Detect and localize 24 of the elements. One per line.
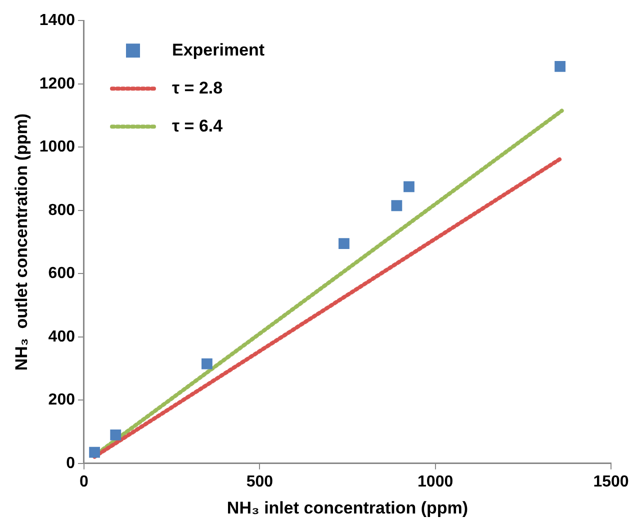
y-tick-label: 1200 xyxy=(39,75,76,92)
legend-label: τ = 2.8 xyxy=(172,78,223,98)
point xyxy=(391,200,402,212)
x-tick-label: 0 xyxy=(80,473,89,490)
x-axis-title: NH₃ inlet concentration (ppm) xyxy=(226,498,468,518)
point xyxy=(554,61,566,72)
y-tick-label: 1400 xyxy=(39,12,76,30)
x-tick-label: 1000 xyxy=(418,473,454,490)
y-tick-label: 800 xyxy=(48,202,76,219)
point xyxy=(89,446,100,458)
point xyxy=(404,181,414,192)
legend-label: Experiment xyxy=(172,40,265,60)
legend-label: τ = 6.4 xyxy=(172,116,224,136)
point xyxy=(338,238,350,250)
x-tick-label: 1500 xyxy=(593,473,629,490)
y-tick-label: 1000 xyxy=(39,138,76,156)
x-tick-label: 500 xyxy=(246,473,274,490)
y-tick-label: 0 xyxy=(66,454,76,472)
point xyxy=(110,429,122,440)
y-tick-label: 400 xyxy=(48,328,76,346)
y-tick-label: 200 xyxy=(48,392,76,409)
y-tick-label: 600 xyxy=(48,265,76,282)
point xyxy=(202,358,212,370)
y-axis-title: NH₃ outlet concentration (ppm) xyxy=(12,113,31,371)
